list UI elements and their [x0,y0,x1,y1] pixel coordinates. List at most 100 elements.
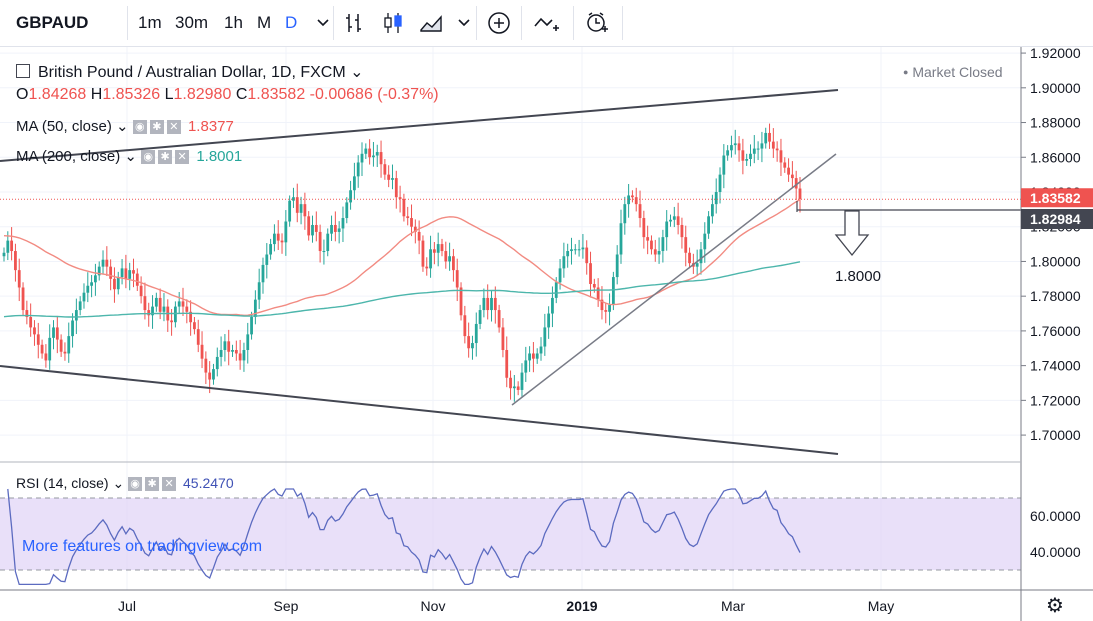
eye-icon[interactable]: ◉ [141,150,155,164]
candle-body [528,353,531,360]
candle-body [513,386,516,388]
candle-body [220,350,223,357]
candle-body [764,133,767,143]
candle-body [174,307,177,323]
gear-icon[interactable]: ✱ [150,120,164,134]
candle-body [243,350,246,360]
title-dropdown-icon[interactable]: ⌄ [346,64,364,81]
candle-body [376,152,379,155]
candle-body [460,287,463,315]
close-value: 1.83582 [247,86,305,103]
candle-body [700,249,703,263]
eye-icon[interactable]: ◉ [133,120,147,134]
chevron-down-icon[interactable]: ⌄ [124,148,137,165]
candle-body [753,149,756,154]
rsi-legend[interactable]: RSI (14, close) ⌄ ◉ ✱ ✕ 45.2470 [16,475,234,492]
lower-channel-trendline [0,366,838,454]
gear-icon[interactable]: ✱ [158,150,172,164]
close-icon[interactable]: ✕ [175,150,189,164]
candle-body [661,237,664,251]
candle-body [117,277,120,289]
candle-body [410,218,413,227]
chevron-down-icon[interactable]: ⌄ [112,475,124,491]
time-tick-label: 2019 [566,598,597,614]
candle-body [441,244,444,251]
low-value: 1.82980 [174,86,232,103]
candle-body [239,353,242,360]
candle-body [208,373,211,380]
candle-body [315,225,318,232]
close-icon[interactable]: ✕ [167,120,181,134]
candle-body [277,234,280,241]
close-icon[interactable]: ✕ [162,477,176,491]
candle-body [574,249,577,250]
candle-body [10,241,13,251]
time-tick-label: Mar [721,598,745,614]
candle-body [52,327,55,337]
candle-body [429,249,432,268]
candle-body [654,249,657,254]
price-tick-label: 1.92000 [1030,45,1081,61]
candle-body [64,352,67,354]
candle-body [105,260,108,267]
candle-body [681,225,684,237]
gear-icon[interactable]: ✱ [145,477,159,491]
candle-body [102,260,105,267]
candle-body [509,378,512,388]
candle-body [132,270,135,273]
candle-body [715,192,718,204]
candle-body [18,270,21,287]
candle-body [227,341,230,351]
open-label: O [16,86,28,103]
price-tick-label: 1.88000 [1030,115,1081,131]
candle-body [144,296,147,310]
candle-body [745,159,748,161]
candle-body [41,345,44,354]
candle-body [163,307,166,312]
candle-body [250,317,253,334]
candle-body [204,359,207,373]
candle-body [646,237,649,240]
high-value: 1.85326 [102,86,160,103]
candle-body [505,350,508,378]
collapse-legend-icon[interactable] [16,64,30,78]
candle-body [650,241,653,250]
candle-body [136,274,139,286]
candle-body [776,149,779,151]
candle-body [658,251,661,254]
candle-body [22,287,25,310]
ma50-legend[interactable]: MA (50, close) ⌄ ◉ ✱ ✕ 1.8377 [16,117,234,135]
candle-body [482,298,485,310]
candle-body [623,204,626,223]
price-tick-label: 1.70000 [1030,427,1081,443]
time-tick-label: May [868,598,894,614]
ma200-label: MA (200, close) [16,148,120,165]
settings-gear-icon[interactable]: ⚙ [1046,593,1064,617]
candle-body [555,282,558,298]
candle-body [223,341,226,350]
candle-body [582,248,585,250]
watermark-link[interactable]: More features on tradingview.com [22,538,262,556]
price-tick-label: 1.78000 [1030,288,1081,304]
down-arrow-annotation [836,211,868,255]
candle-body [48,338,51,361]
candle-body [589,263,592,284]
candle-body [300,204,303,213]
market-status-label: Market Closed [912,64,1002,80]
chevron-down-icon[interactable]: ⌄ [116,118,129,135]
candle-body [182,301,185,306]
candle-body [75,310,78,320]
price-tick-label: 1.80000 [1030,253,1081,269]
ma200-legend[interactable]: MA (200, close) ⌄ ◉ ✱ ✕ 1.8001 [16,147,242,165]
candle-body [608,305,611,312]
candle-body [780,150,783,162]
candle-body [703,234,706,250]
candle-body [540,347,543,354]
eye-icon[interactable]: ◉ [128,477,142,491]
candle-body [783,162,786,167]
candle-body [757,149,760,150]
candle-body [551,298,554,314]
candle-body [791,175,794,178]
ma50-label: MA (50, close) [16,118,112,135]
candle-body [494,298,497,310]
